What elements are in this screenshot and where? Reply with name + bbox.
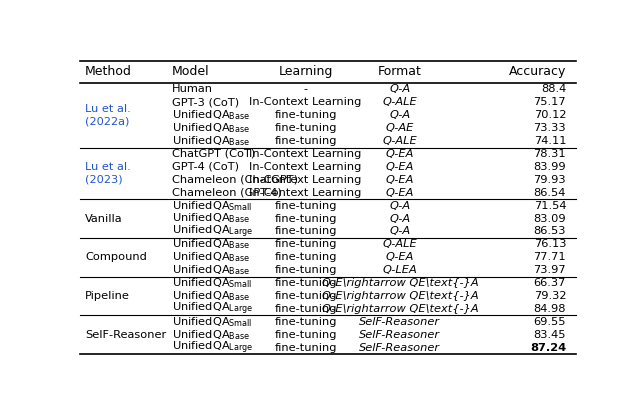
Text: -: - bbox=[303, 84, 308, 94]
Text: SelF-Reasoner: SelF-Reasoner bbox=[85, 330, 166, 340]
Text: Method: Method bbox=[85, 66, 132, 79]
Text: UnifiedQA$_\mathrm{Small}$: UnifiedQA$_\mathrm{Small}$ bbox=[172, 199, 252, 213]
Text: UnifiedQA$_\mathrm{Small}$: UnifiedQA$_\mathrm{Small}$ bbox=[172, 276, 252, 290]
Text: 88.4: 88.4 bbox=[541, 84, 566, 94]
Text: 69.55: 69.55 bbox=[534, 317, 566, 327]
Text: Human: Human bbox=[172, 84, 212, 94]
Text: 87.24: 87.24 bbox=[530, 343, 566, 353]
Text: Accuracy: Accuracy bbox=[509, 66, 566, 79]
Text: Q-E\rightarrow QE\text{-}A: Q-E\rightarrow QE\text{-}A bbox=[322, 278, 478, 288]
Text: fine-tuning: fine-tuning bbox=[275, 330, 337, 340]
Text: Chameleon (ChatGPT): Chameleon (ChatGPT) bbox=[172, 175, 298, 185]
Text: Q-ALE: Q-ALE bbox=[383, 136, 417, 146]
Text: Q-A: Q-A bbox=[389, 226, 410, 237]
Text: Q-EA: Q-EA bbox=[386, 149, 414, 159]
Text: Q-EA: Q-EA bbox=[386, 175, 414, 185]
Text: Q-EA: Q-EA bbox=[386, 188, 414, 198]
Text: Q-LEA: Q-LEA bbox=[383, 265, 417, 275]
Text: UnifiedQA$_\mathrm{Base}$: UnifiedQA$_\mathrm{Base}$ bbox=[172, 134, 250, 148]
Text: In-Context Learning: In-Context Learning bbox=[250, 97, 362, 107]
Text: UnifiedQA$_\mathrm{Base}$: UnifiedQA$_\mathrm{Base}$ bbox=[172, 289, 250, 303]
Text: Q-E\rightarrow QE\text{-}A: Q-E\rightarrow QE\text{-}A bbox=[322, 291, 478, 301]
Text: UnifiedQA$_\mathrm{Large}$: UnifiedQA$_\mathrm{Large}$ bbox=[172, 223, 253, 240]
Text: UnifiedQA$_\mathrm{Base}$: UnifiedQA$_\mathrm{Base}$ bbox=[172, 237, 250, 251]
Text: 66.37: 66.37 bbox=[534, 278, 566, 288]
Text: Compound: Compound bbox=[85, 252, 147, 262]
Text: fine-tuning: fine-tuning bbox=[275, 304, 337, 314]
Text: Learning: Learning bbox=[278, 66, 333, 79]
Text: 78.31: 78.31 bbox=[534, 149, 566, 159]
Text: GPT-4 (CoT): GPT-4 (CoT) bbox=[172, 162, 239, 172]
Text: In-Context Learning: In-Context Learning bbox=[250, 162, 362, 172]
Text: In-Context Learning: In-Context Learning bbox=[250, 188, 362, 198]
Text: Q-A: Q-A bbox=[389, 200, 410, 211]
Text: 73.33: 73.33 bbox=[534, 123, 566, 133]
Text: UnifiedQA$_\mathrm{Small}$: UnifiedQA$_\mathrm{Small}$ bbox=[172, 315, 252, 329]
Text: Vanilla: Vanilla bbox=[85, 213, 123, 224]
Text: fine-tuning: fine-tuning bbox=[275, 200, 337, 211]
Text: UnifiedQA$_\mathrm{Base}$: UnifiedQA$_\mathrm{Base}$ bbox=[172, 328, 250, 342]
Text: Q-AE: Q-AE bbox=[386, 123, 414, 133]
Text: 70.12: 70.12 bbox=[534, 110, 566, 120]
Text: Q-EA: Q-EA bbox=[386, 162, 414, 172]
Text: fine-tuning: fine-tuning bbox=[275, 265, 337, 275]
Text: 86.53: 86.53 bbox=[534, 226, 566, 237]
Text: Chameleon (GPT-4): Chameleon (GPT-4) bbox=[172, 188, 282, 198]
Text: 79.93: 79.93 bbox=[534, 175, 566, 185]
Text: UnifiedQA$_\mathrm{Base}$: UnifiedQA$_\mathrm{Base}$ bbox=[172, 108, 250, 122]
Text: fine-tuning: fine-tuning bbox=[275, 291, 337, 301]
Text: fine-tuning: fine-tuning bbox=[275, 213, 337, 224]
Text: fine-tuning: fine-tuning bbox=[275, 343, 337, 353]
Text: Q-ALE: Q-ALE bbox=[383, 239, 417, 249]
Text: Pipeline: Pipeline bbox=[85, 291, 130, 301]
Text: 79.32: 79.32 bbox=[534, 291, 566, 301]
Text: 74.11: 74.11 bbox=[534, 136, 566, 146]
Text: 83.45: 83.45 bbox=[534, 330, 566, 340]
Text: 73.97: 73.97 bbox=[534, 265, 566, 275]
Text: 75.17: 75.17 bbox=[534, 97, 566, 107]
Text: SelF-Reasoner: SelF-Reasoner bbox=[360, 343, 440, 353]
Text: In-Context Learning: In-Context Learning bbox=[250, 149, 362, 159]
Text: UnifiedQA$_\mathrm{Large}$: UnifiedQA$_\mathrm{Large}$ bbox=[172, 339, 253, 356]
Text: Lu et al.
(2022a): Lu et al. (2022a) bbox=[85, 104, 131, 127]
Text: UnifiedQA$_\mathrm{Base}$: UnifiedQA$_\mathrm{Base}$ bbox=[172, 263, 250, 277]
Text: SelF-Reasoner: SelF-Reasoner bbox=[360, 317, 440, 327]
Text: 76.13: 76.13 bbox=[534, 239, 566, 249]
Text: GPT-3 (CoT): GPT-3 (CoT) bbox=[172, 97, 239, 107]
Text: Lu et al.
(2023): Lu et al. (2023) bbox=[85, 162, 131, 185]
Text: 83.99: 83.99 bbox=[534, 162, 566, 172]
Text: fine-tuning: fine-tuning bbox=[275, 278, 337, 288]
Text: SelF-Reasoner: SelF-Reasoner bbox=[360, 330, 440, 340]
Text: UnifiedQA$_\mathrm{Base}$: UnifiedQA$_\mathrm{Base}$ bbox=[172, 250, 250, 264]
Text: fine-tuning: fine-tuning bbox=[275, 226, 337, 237]
Text: fine-tuning: fine-tuning bbox=[275, 136, 337, 146]
Text: fine-tuning: fine-tuning bbox=[275, 317, 337, 327]
Text: Q-E\rightarrow QE\text{-}A: Q-E\rightarrow QE\text{-}A bbox=[322, 304, 478, 314]
Text: 77.71: 77.71 bbox=[534, 252, 566, 262]
Text: Model: Model bbox=[172, 66, 209, 79]
Text: UnifiedQA$_\mathrm{Base}$: UnifiedQA$_\mathrm{Base}$ bbox=[172, 121, 250, 135]
Text: UnifiedQA$_\mathrm{Base}$: UnifiedQA$_\mathrm{Base}$ bbox=[172, 212, 250, 226]
Text: 86.54: 86.54 bbox=[534, 188, 566, 198]
Text: Format: Format bbox=[378, 66, 422, 79]
Text: Q-A: Q-A bbox=[389, 84, 410, 94]
Text: fine-tuning: fine-tuning bbox=[275, 239, 337, 249]
Text: fine-tuning: fine-tuning bbox=[275, 123, 337, 133]
Text: UnifiedQA$_\mathrm{Large}$: UnifiedQA$_\mathrm{Large}$ bbox=[172, 301, 253, 317]
Text: fine-tuning: fine-tuning bbox=[275, 252, 337, 262]
Text: Q-EA: Q-EA bbox=[386, 252, 414, 262]
Text: In-Context Learning: In-Context Learning bbox=[250, 175, 362, 185]
Text: 71.54: 71.54 bbox=[534, 200, 566, 211]
Text: 83.09: 83.09 bbox=[534, 213, 566, 224]
Text: Q-ALE: Q-ALE bbox=[383, 97, 417, 107]
Text: Q-A: Q-A bbox=[389, 213, 410, 224]
Text: 84.98: 84.98 bbox=[534, 304, 566, 314]
Text: Q-A: Q-A bbox=[389, 110, 410, 120]
Text: ChatGPT (CoT): ChatGPT (CoT) bbox=[172, 149, 255, 159]
Text: fine-tuning: fine-tuning bbox=[275, 110, 337, 120]
